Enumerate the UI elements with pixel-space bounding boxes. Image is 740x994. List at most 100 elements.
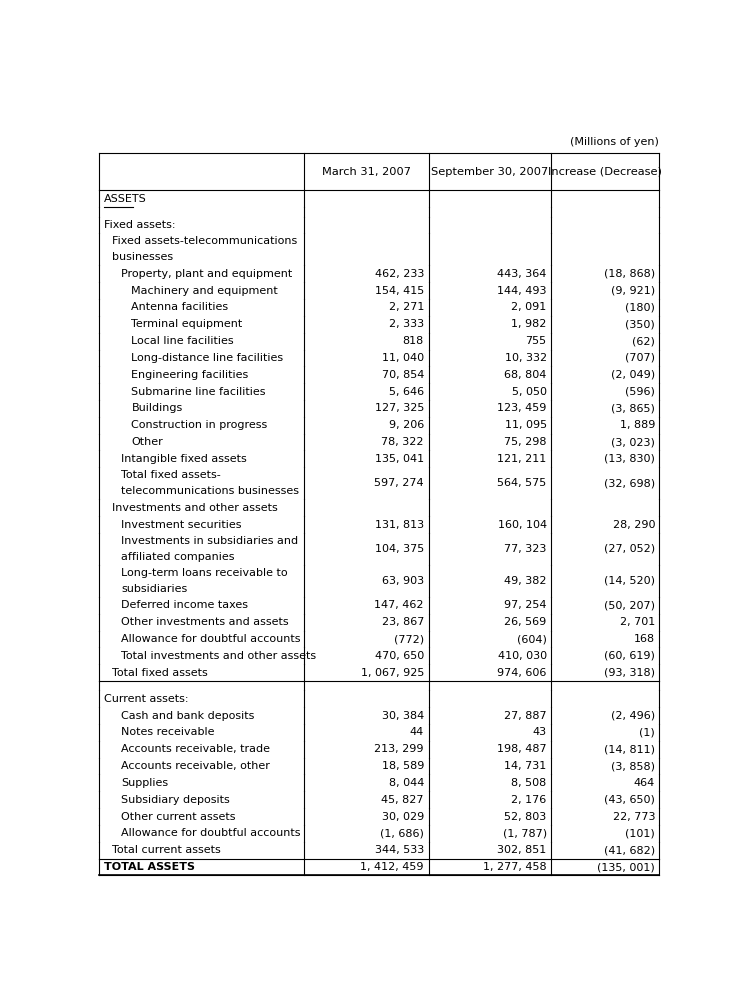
Text: 104, 375: 104, 375 (374, 544, 424, 554)
Text: (2, 496): (2, 496) (611, 711, 655, 721)
Text: Other: Other (132, 437, 164, 447)
Text: 1, 277, 458: 1, 277, 458 (483, 862, 547, 872)
Text: 27, 887: 27, 887 (504, 711, 547, 721)
Text: (135, 001): (135, 001) (597, 862, 655, 872)
Text: 443, 364: 443, 364 (497, 268, 547, 278)
Text: Local line facilities: Local line facilities (132, 336, 234, 346)
Text: 8, 044: 8, 044 (388, 778, 424, 788)
Text: 68, 804: 68, 804 (505, 370, 547, 380)
Text: (41, 682): (41, 682) (604, 845, 655, 855)
Text: 818: 818 (403, 336, 424, 346)
Text: (1): (1) (639, 728, 655, 738)
Text: Investments in subsidiaries and: Investments in subsidiaries and (121, 536, 298, 546)
Text: telecommunications businesses: telecommunications businesses (121, 486, 299, 496)
Text: Investment securities: Investment securities (121, 520, 242, 530)
Text: 147, 462: 147, 462 (374, 600, 424, 610)
Text: 2, 333: 2, 333 (388, 319, 424, 329)
Text: Long-distance line facilities: Long-distance line facilities (132, 353, 283, 363)
Text: 10, 332: 10, 332 (505, 353, 547, 363)
Text: Buildings: Buildings (132, 404, 183, 414)
Text: Supplies: Supplies (121, 778, 168, 788)
Text: Total fixed assets-: Total fixed assets- (121, 470, 221, 480)
Text: Accounts receivable, trade: Accounts receivable, trade (121, 745, 270, 754)
Text: (18, 868): (18, 868) (604, 268, 655, 278)
Text: (14, 811): (14, 811) (604, 745, 655, 754)
Text: Other current assets: Other current assets (121, 811, 235, 822)
Text: 470, 650: 470, 650 (374, 651, 424, 661)
Text: (3, 865): (3, 865) (611, 404, 655, 414)
Text: 213, 299: 213, 299 (374, 745, 424, 754)
Text: 52, 803: 52, 803 (505, 811, 547, 822)
Text: 14, 731: 14, 731 (505, 761, 547, 771)
Text: (9, 921): (9, 921) (611, 285, 655, 295)
Text: Cash and bank deposits: Cash and bank deposits (121, 711, 255, 721)
Text: (1, 686): (1, 686) (380, 828, 424, 838)
Text: Intangible fixed assets: Intangible fixed assets (121, 454, 247, 464)
Text: Fixed assets:: Fixed assets: (104, 220, 175, 230)
Text: TOTAL ASSETS: TOTAL ASSETS (104, 862, 195, 872)
Text: 410, 030: 410, 030 (497, 651, 547, 661)
Text: (50, 207): (50, 207) (604, 600, 655, 610)
Text: (180): (180) (625, 302, 655, 312)
Text: Investments and other assets: Investments and other assets (112, 503, 278, 513)
Text: (3, 858): (3, 858) (611, 761, 655, 771)
Text: 1, 982: 1, 982 (511, 319, 547, 329)
Text: (93, 318): (93, 318) (604, 668, 655, 678)
Text: Total fixed assets: Total fixed assets (112, 668, 208, 678)
Text: (350): (350) (625, 319, 655, 329)
Text: 30, 384: 30, 384 (382, 711, 424, 721)
Text: 154, 415: 154, 415 (374, 285, 424, 295)
Text: (596): (596) (625, 387, 655, 397)
Text: 198, 487: 198, 487 (497, 745, 547, 754)
Text: 127, 325: 127, 325 (374, 404, 424, 414)
Text: (27, 052): (27, 052) (604, 544, 655, 554)
Text: (2, 049): (2, 049) (611, 370, 655, 380)
Text: Subsidiary deposits: Subsidiary deposits (121, 795, 230, 805)
Text: Total current assets: Total current assets (112, 845, 221, 855)
Text: Machinery and equipment: Machinery and equipment (132, 285, 278, 295)
Text: 1, 067, 925: 1, 067, 925 (360, 668, 424, 678)
Text: (1, 787): (1, 787) (502, 828, 547, 838)
Text: 2, 091: 2, 091 (511, 302, 547, 312)
Text: 22, 773: 22, 773 (613, 811, 655, 822)
Text: 63, 903: 63, 903 (382, 576, 424, 585)
Text: 2, 701: 2, 701 (620, 617, 655, 627)
Text: subsidiaries: subsidiaries (121, 583, 187, 594)
Text: 1, 889: 1, 889 (619, 420, 655, 430)
Text: (14, 520): (14, 520) (604, 576, 655, 585)
Text: affiliated companies: affiliated companies (121, 552, 235, 562)
Text: Submarine line facilities: Submarine line facilities (132, 387, 266, 397)
Text: Property, plant and equipment: Property, plant and equipment (121, 268, 292, 278)
Text: 30, 029: 30, 029 (382, 811, 424, 822)
Text: businesses: businesses (112, 252, 173, 262)
Text: Accounts receivable, other: Accounts receivable, other (121, 761, 270, 771)
Text: 8, 508: 8, 508 (511, 778, 547, 788)
Text: 464: 464 (634, 778, 655, 788)
Text: Allowance for doubtful accounts: Allowance for doubtful accounts (121, 828, 300, 838)
Text: 1, 412, 459: 1, 412, 459 (360, 862, 424, 872)
Text: 75, 298: 75, 298 (504, 437, 547, 447)
Text: 144, 493: 144, 493 (497, 285, 547, 295)
Text: 121, 211: 121, 211 (497, 454, 547, 464)
Text: 344, 533: 344, 533 (374, 845, 424, 855)
Text: (101): (101) (625, 828, 655, 838)
Text: 9, 206: 9, 206 (388, 420, 424, 430)
Text: March 31, 2007: March 31, 2007 (322, 167, 411, 177)
Text: Other investments and assets: Other investments and assets (121, 617, 289, 627)
Text: Long-term loans receivable to: Long-term loans receivable to (121, 568, 288, 578)
Text: Engineering facilities: Engineering facilities (132, 370, 249, 380)
Text: Antenna facilities: Antenna facilities (132, 302, 229, 312)
Text: (13, 830): (13, 830) (605, 454, 655, 464)
Text: Deferred income taxes: Deferred income taxes (121, 600, 248, 610)
Text: 168: 168 (634, 634, 655, 644)
Text: 11, 040: 11, 040 (382, 353, 424, 363)
Text: (32, 698): (32, 698) (604, 478, 655, 488)
Text: Increase (Decrease): Increase (Decrease) (548, 167, 662, 177)
Text: 2, 271: 2, 271 (388, 302, 424, 312)
Text: 77, 323: 77, 323 (505, 544, 547, 554)
Text: 302, 851: 302, 851 (497, 845, 547, 855)
Text: Fixed assets-telecommunications: Fixed assets-telecommunications (112, 237, 297, 247)
Text: Current assets:: Current assets: (104, 694, 189, 704)
Text: (43, 650): (43, 650) (605, 795, 655, 805)
Text: 160, 104: 160, 104 (497, 520, 547, 530)
